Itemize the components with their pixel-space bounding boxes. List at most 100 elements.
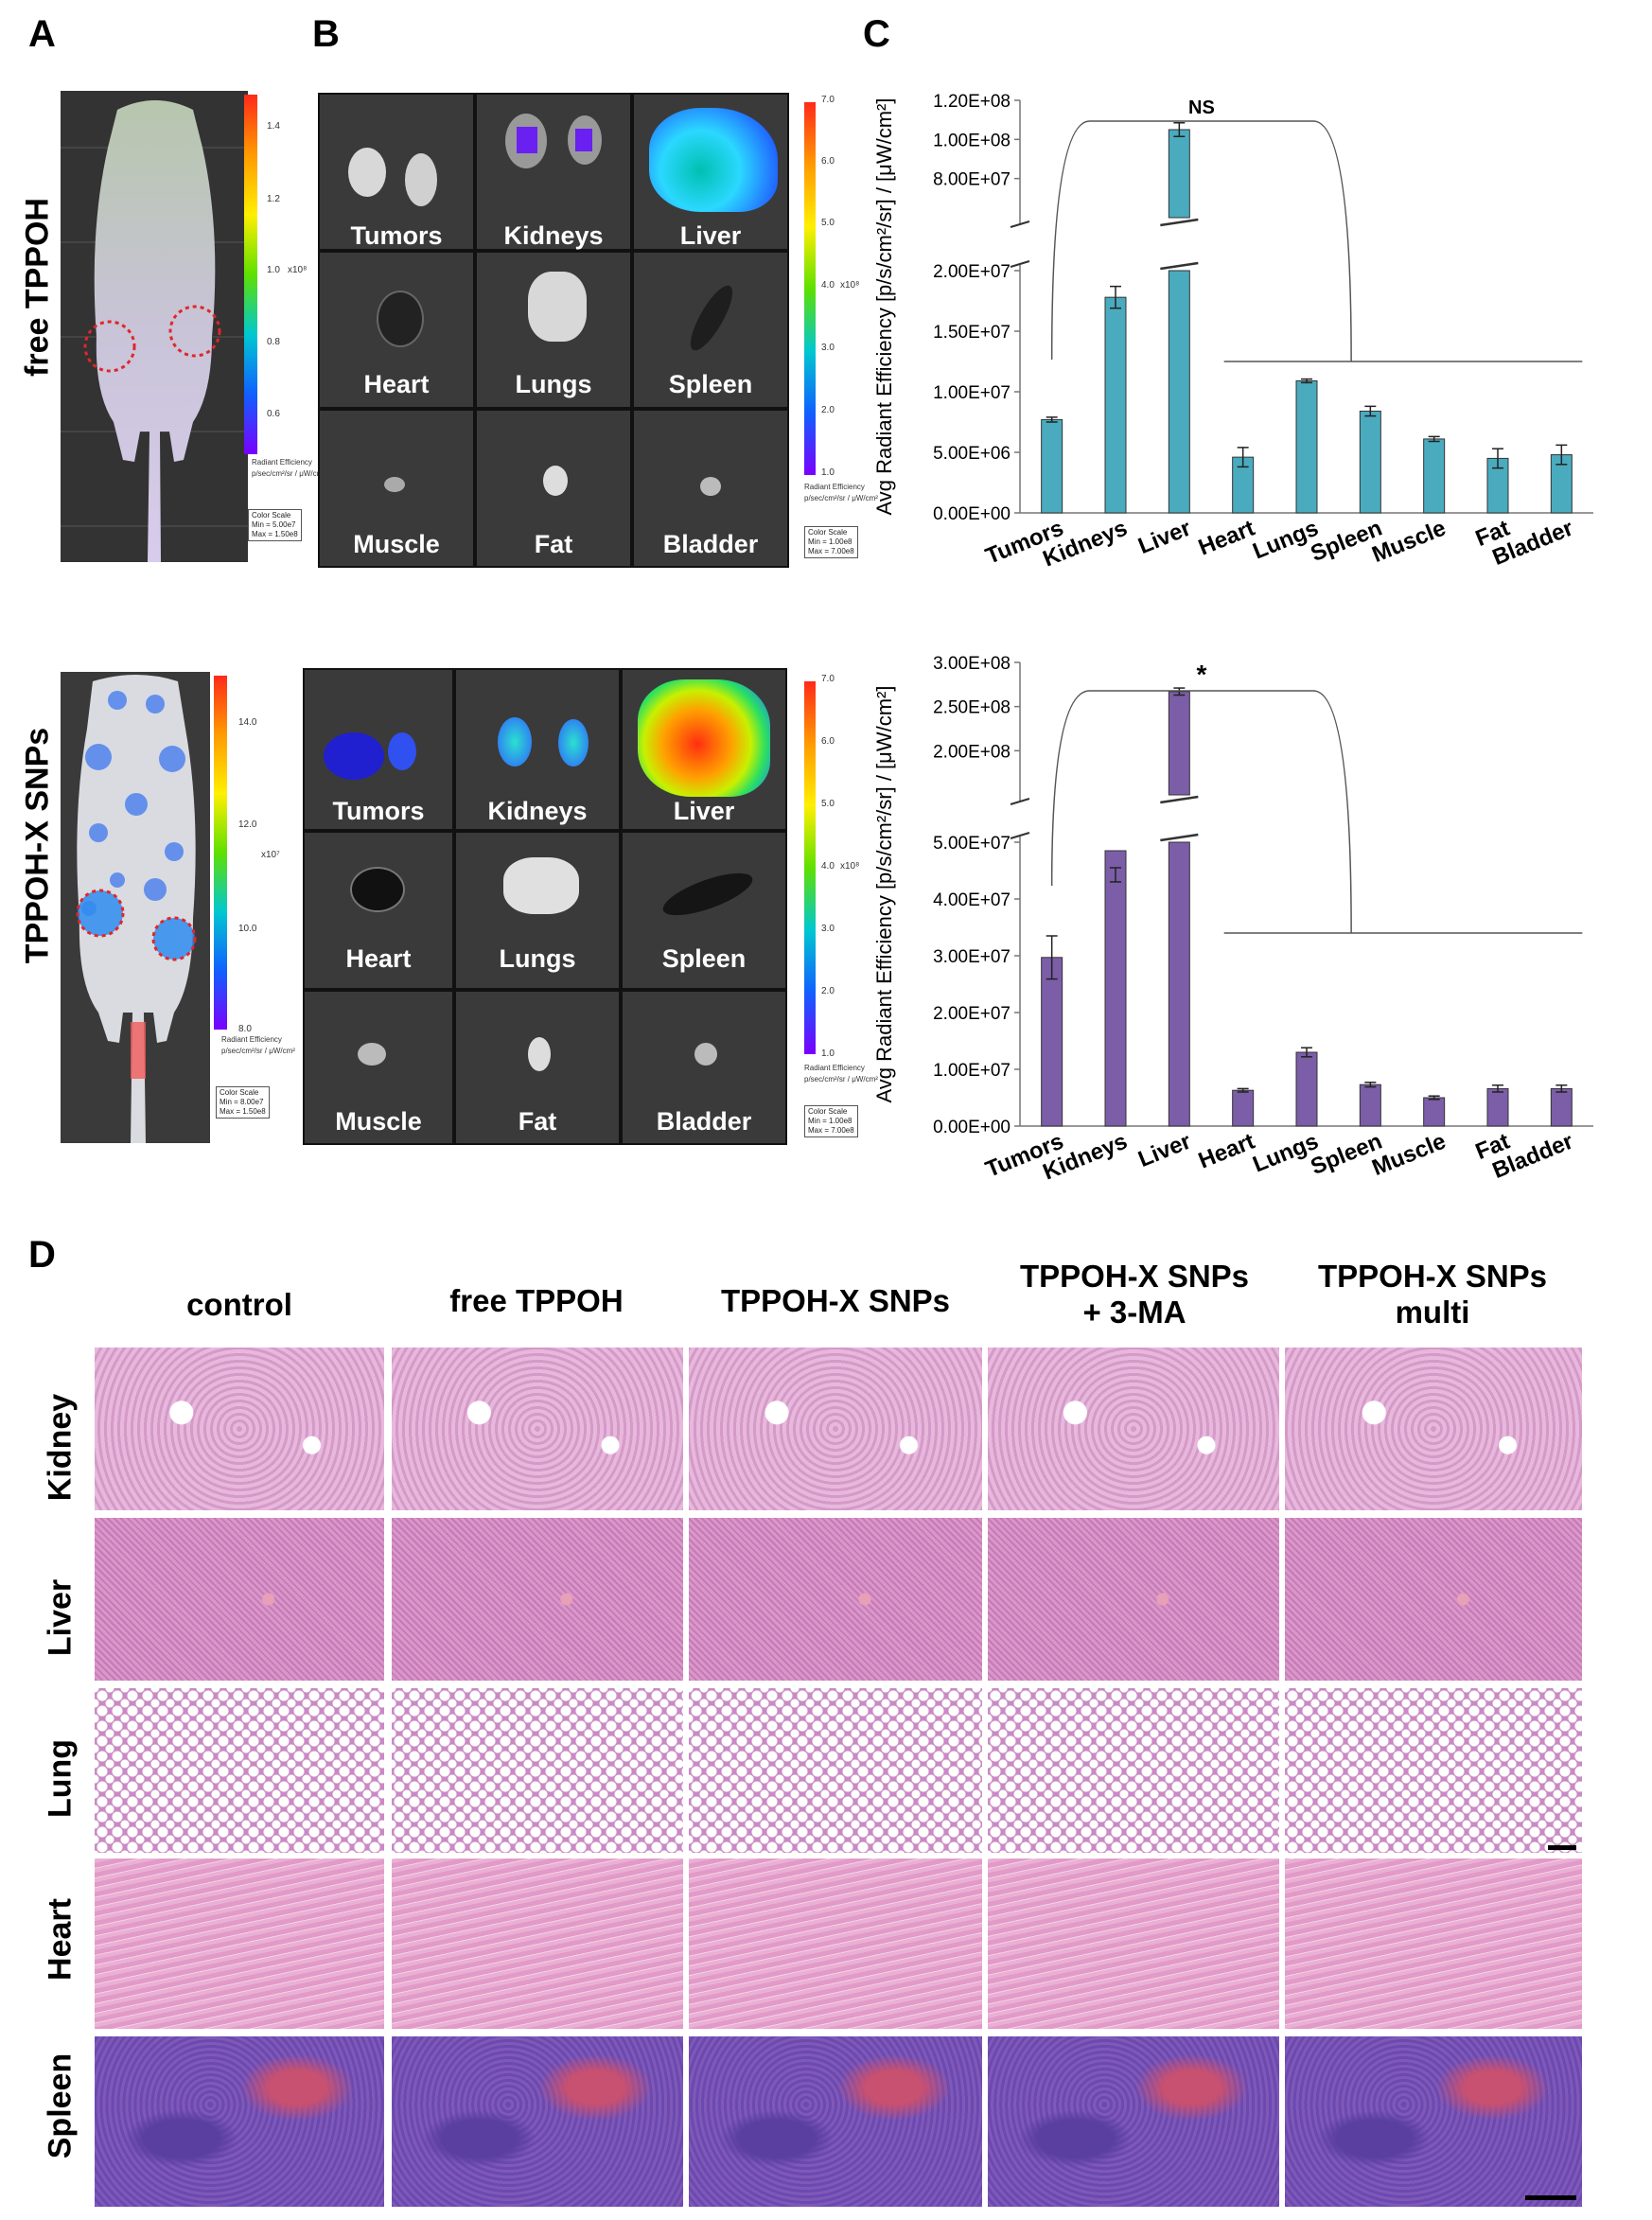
histology-image-lung [689,1688,982,1853]
significance-bracket [1050,690,1352,934]
histology-image-kidney [95,1348,384,1510]
colorbar-organs-tppoh-x-snps [804,681,816,1054]
bar-break-mark [1160,795,1199,804]
axis-break-mark [1010,260,1030,268]
histology-image-liver [689,1518,982,1681]
organ-cell-muscle: Muscle [318,409,475,568]
y-tick-label: 0.00E+00 [933,1118,1011,1137]
histology-image-liver [1285,1518,1582,1681]
color-scale-box: Color Scale Min = 5.00e7 Max = 1.50e8 [248,509,302,541]
bar [1295,1051,1318,1127]
histology-image-lung [1285,1688,1582,1853]
x-tick-label: Muscle [1368,1129,1450,1182]
mouse-image-tppoh-x-snps [61,672,210,1143]
histology-image-kidney [392,1348,683,1510]
histology-image-lung [392,1688,683,1853]
histology-image-lung [95,1688,384,1853]
y-tick-label: 1.00E+07 [933,383,1011,403]
histology-image-heart [988,1859,1279,2029]
x-tick-label: Heart [1195,516,1258,561]
column-header-control: control [186,1287,292,1322]
color-scale-box: Color Scale Min = 1.00e8 Max = 7.00e8 [804,1105,858,1137]
x-tick-label: Heart [1195,1129,1258,1174]
colorbar-exponent: x10⁸ [288,265,308,275]
y-tick-label: 2.00E+07 [933,262,1011,282]
x-tick-label: Muscle [1368,516,1450,569]
y-tick-label: 0.00E+00 [933,504,1011,524]
axis-break-mark [1010,220,1030,228]
organ-cell-spleen: Spleen [632,251,789,409]
y-tick-label: 5.00E+07 [933,834,1011,854]
histology-image-spleen [392,2036,683,2207]
panel-letter-d: D [28,1234,56,1276]
histology-image-liver [95,1518,384,1681]
y-tick-label: 3.00E+08 [933,654,1011,674]
x-tick-label: Lungs [1249,1129,1322,1178]
organ-cell-spleen: Spleen [621,831,787,990]
x-tick-label: Lungs [1249,516,1322,565]
organ-grid-free-tppoh: Tumors Kidneys Liver Heart Lungs Spleen … [318,93,789,568]
bar [1104,296,1127,514]
significance-bracket [1050,120,1352,362]
organ-cell-fat: Fat [454,990,621,1145]
colorbar-tppoh-x-snps [214,676,227,1030]
row-label-lung: Lung [42,1738,79,1819]
bar [1423,1097,1446,1127]
organ-grid-tppoh-x-snps: Tumors Kidneys Liver Heart Lungs Spleen … [303,668,787,1145]
bar [1359,410,1381,514]
panel-letter-b: B [312,13,340,55]
organ-cell-heart: Heart [318,251,475,409]
organ-cell-lungs: Lungs [454,831,621,990]
histology-image-liver [988,1518,1279,1681]
organ-cell-tumors: Tumors [318,93,475,251]
bar [1295,379,1318,514]
organ-cell-kidneys: Kidneys [454,668,621,831]
organ-cell-fat: Fat [475,409,632,568]
organ-cell-liver: Liver [632,93,789,251]
y-tick-label: 5.00E+06 [933,444,1011,464]
y-tick-label: 2.00E+07 [933,1004,1011,1024]
x-tick-label: Liver [1134,1129,1194,1173]
histology-image-spleen [1285,2036,1582,2207]
y-tick-label: 8.00E+07 [933,170,1011,190]
y-tick-label: 2.50E+08 [933,698,1011,718]
color-scale-box: Color Scale Min = 8.00e7 Max = 1.50e8 [216,1086,270,1119]
axis-break-mark [1010,832,1030,839]
histology-image-spleen [689,2036,982,2207]
bar [1168,129,1190,219]
y-tick-label: 2.00E+08 [933,742,1011,762]
bar [1486,1087,1509,1127]
color-scale-box: Color Scale Min = 1.00e8 Max = 7.00e8 [804,526,858,558]
y-tick-label: 3.00E+07 [933,947,1011,967]
bar [1104,850,1127,1127]
organ-cell-tumors: Tumors [303,668,454,831]
row-label-kidney: Kidney [42,1393,79,1502]
bar [1232,1089,1255,1127]
histology-image-heart [689,1859,982,2029]
column-header-tppoh-x-snps: TPPOH-X SNPs [720,1283,951,1318]
colorbar-units: p/sec/cm²/sr / μW/cm² [252,469,325,478]
row-label-free-tppoh: free TPPOH [19,198,56,377]
x-tick-label: Liver [1134,516,1194,560]
y-tick-label: 1.00E+08 [933,131,1011,150]
bar [1041,418,1063,514]
histology-image-lung [988,1688,1279,1853]
histology-image-liver [392,1518,683,1681]
bar [1168,270,1190,514]
mouse-image-free-tppoh [61,91,248,562]
panel-letter-c: C [863,13,890,55]
bar-break-mark [1160,261,1199,271]
y-axis-label: Avg Radiant Efficiency [p/s/cm²/sr] / [μ… [872,686,896,1103]
organ-cell-bladder: Bladder [632,409,789,568]
scale-bar [1548,1845,1576,1850]
histology-image-kidney [689,1348,982,1510]
significance-annotation: NS [1188,97,1215,118]
bar-break-mark [1160,833,1199,842]
colorbar-organs-free-tppoh [804,102,816,475]
organ-cell-heart: Heart [303,831,454,990]
row-label-liver: Liver [42,1578,79,1657]
bar [1359,1084,1381,1127]
y-tick-label: 4.00E+07 [933,890,1011,910]
histology-image-heart [95,1859,384,2029]
bar [1168,691,1190,796]
